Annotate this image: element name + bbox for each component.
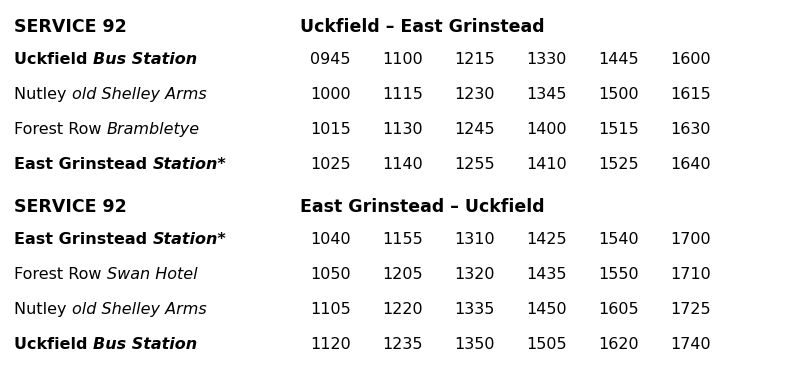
Text: 1515: 1515 (597, 122, 638, 137)
Text: old Shelley Arms: old Shelley Arms (71, 302, 206, 317)
Text: Station*: Station* (152, 157, 226, 172)
Text: 1050: 1050 (310, 267, 350, 282)
Text: 1410: 1410 (526, 157, 566, 172)
Text: Swan Hotel: Swan Hotel (106, 267, 197, 282)
Text: 1345: 1345 (526, 87, 566, 102)
Text: 1115: 1115 (381, 87, 423, 102)
Text: old Shelley Arms: old Shelley Arms (71, 87, 206, 102)
Text: 1505: 1505 (526, 337, 566, 352)
Text: 1710: 1710 (669, 267, 710, 282)
Text: 1255: 1255 (453, 157, 494, 172)
Text: 1630: 1630 (669, 122, 710, 137)
Text: 1215: 1215 (453, 52, 494, 67)
Text: 1330: 1330 (526, 52, 566, 67)
Text: 1320: 1320 (453, 267, 494, 282)
Text: 1040: 1040 (310, 232, 350, 247)
Text: Nutley: Nutley (14, 302, 71, 317)
Text: 1120: 1120 (310, 337, 350, 352)
Text: 1140: 1140 (381, 157, 423, 172)
Text: 1725: 1725 (669, 302, 710, 317)
Text: 1425: 1425 (526, 232, 566, 247)
Text: 1435: 1435 (526, 267, 566, 282)
Text: Brambletye: Brambletye (106, 122, 200, 137)
Text: East Grinstead – Uckfield: East Grinstead – Uckfield (299, 198, 544, 216)
Text: 1500: 1500 (597, 87, 637, 102)
Text: 1155: 1155 (381, 232, 423, 247)
Text: Station*: Station* (152, 232, 226, 247)
Text: SERVICE 92: SERVICE 92 (14, 198, 127, 216)
Text: 1640: 1640 (669, 157, 710, 172)
Text: 1000: 1000 (310, 87, 350, 102)
Text: Forest Row: Forest Row (14, 122, 106, 137)
Text: 1025: 1025 (310, 157, 350, 172)
Text: 1525: 1525 (597, 157, 637, 172)
Text: East Grinstead: East Grinstead (14, 157, 152, 172)
Text: East Grinstead: East Grinstead (14, 232, 152, 247)
Text: Uckfield – East Grinstead: Uckfield – East Grinstead (299, 18, 544, 36)
Text: 1740: 1740 (669, 337, 710, 352)
Text: Uckfield: Uckfield (14, 337, 93, 352)
Text: 1245: 1245 (453, 122, 494, 137)
Text: Bus Station: Bus Station (93, 52, 197, 67)
Text: Forest Row: Forest Row (14, 267, 106, 282)
Text: 1600: 1600 (669, 52, 710, 67)
Text: 1445: 1445 (597, 52, 637, 67)
Text: 1230: 1230 (453, 87, 494, 102)
Text: 1235: 1235 (381, 337, 422, 352)
Text: Bus Station: Bus Station (93, 337, 197, 352)
Text: 1205: 1205 (381, 267, 422, 282)
Text: 1605: 1605 (597, 302, 637, 317)
Text: 1130: 1130 (381, 122, 422, 137)
Text: Nutley: Nutley (14, 87, 71, 102)
Text: 1100: 1100 (381, 52, 423, 67)
Text: 1700: 1700 (669, 232, 710, 247)
Text: 1615: 1615 (669, 87, 710, 102)
Text: 1620: 1620 (597, 337, 637, 352)
Text: 1350: 1350 (453, 337, 494, 352)
Text: 1550: 1550 (597, 267, 637, 282)
Text: 1540: 1540 (597, 232, 637, 247)
Text: 1220: 1220 (381, 302, 422, 317)
Text: 1015: 1015 (310, 122, 350, 137)
Text: Uckfield: Uckfield (14, 52, 93, 67)
Text: 1400: 1400 (526, 122, 566, 137)
Text: 1450: 1450 (526, 302, 566, 317)
Text: 1105: 1105 (310, 302, 350, 317)
Text: 0945: 0945 (310, 52, 350, 67)
Text: 1335: 1335 (453, 302, 494, 317)
Text: SERVICE 92: SERVICE 92 (14, 18, 127, 36)
Text: 1310: 1310 (453, 232, 494, 247)
